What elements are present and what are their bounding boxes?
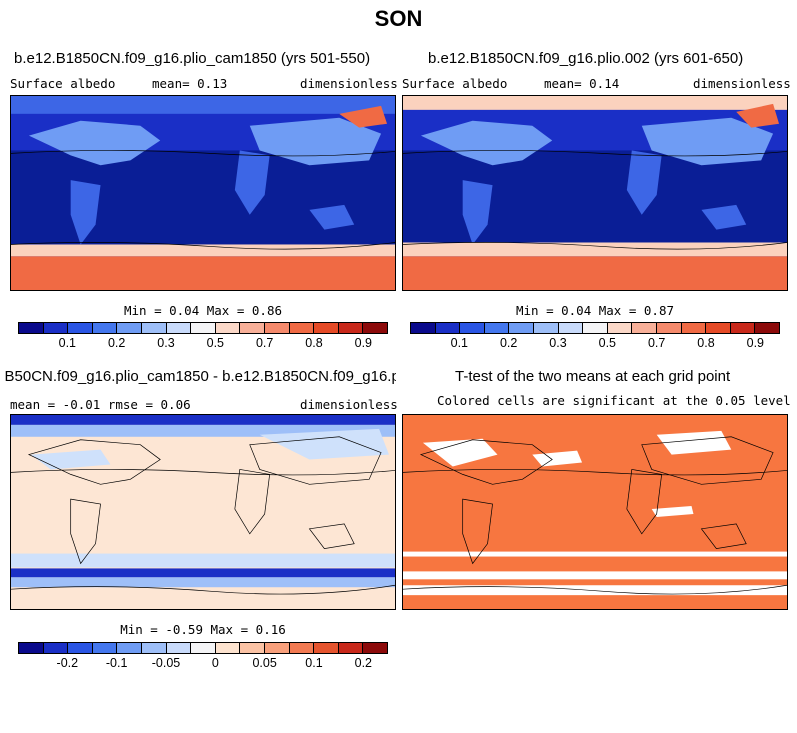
panel1-title: b.e12.B1850CN.f09_g16.plio_cam1850 (yrs …	[14, 50, 371, 67]
panel1-map	[10, 95, 396, 291]
colorbar-tick-label: 0.8	[305, 336, 323, 350]
colorbar-tick-label: -0.1	[105, 656, 128, 670]
colorbar-tick-label: 0.2	[354, 656, 373, 670]
panel3-title: B50CN.f09_g16.plio_cam1850 - b.e12.B1850…	[4, 368, 396, 385]
colorbar-cell	[92, 643, 118, 653]
panel3-colorbar-labels: -0.2 -0.1 -0.05 0 0.05 0.1 0.2	[18, 656, 388, 672]
colorbar-cell	[141, 643, 167, 653]
colorbar-tick-label: 0.3	[157, 336, 175, 350]
colorbar-cell	[583, 323, 608, 333]
colorbar-cell	[215, 643, 241, 653]
colorbar-tick-label: 0.9	[354, 336, 373, 350]
colorbar-cell	[706, 323, 731, 333]
panel1-colorbar	[18, 322, 388, 334]
colorbar-cell	[68, 643, 93, 653]
panel2-variable: Surface albedo	[402, 76, 508, 91]
colorbar-cell	[215, 323, 241, 333]
colorbar-cell	[435, 323, 461, 333]
colorbar-tick-label: 0.7	[255, 336, 274, 350]
colorbar-cell	[338, 643, 364, 653]
colorbar-cell	[656, 323, 682, 333]
colorbar-cell	[191, 323, 216, 333]
panel1-units: dimensionless	[300, 76, 398, 91]
colorbar-cell	[264, 643, 290, 653]
colorbar-cell	[509, 323, 534, 333]
panel3-title-clip: B50CN.f09_g16.plio_cam1850 - b.e12.B1850…	[0, 368, 396, 388]
colorbar-cell	[117, 323, 142, 333]
colorbar-tick-label: 0.9	[746, 336, 765, 350]
colorbar-cell	[264, 323, 290, 333]
panel3-minmax: Min = -0.59 Max = 0.16	[120, 622, 286, 637]
colorbar-cell	[166, 643, 192, 653]
colorbar-tick-label: 0	[211, 656, 219, 670]
colorbar-tick-label: -0.2	[56, 656, 79, 670]
colorbar-cell	[533, 323, 559, 333]
panel3-stats: mean = -0.01 rmse = 0.06	[10, 397, 191, 412]
colorbar-tick-label: 0.1	[305, 656, 323, 670]
panel4-subtitle: Colored cells are significant at the 0.0…	[437, 393, 791, 408]
colorbar-cell	[19, 643, 44, 653]
colorbar-cell	[166, 323, 192, 333]
colorbar-cell	[68, 323, 93, 333]
panel4-map-svg	[403, 415, 787, 609]
colorbar-tick-label: 0.2	[107, 336, 126, 350]
colorbar-cell	[191, 643, 216, 653]
colorbar-cell	[411, 323, 436, 333]
panel4-title: T-test of the two means at each grid poi…	[455, 368, 731, 385]
colorbar-tick-label: 0.8	[697, 336, 715, 350]
colorbar-cell	[755, 323, 779, 333]
colorbar-cell	[92, 323, 118, 333]
colorbar-cell	[117, 643, 142, 653]
colorbar-tick-label: 0.2	[499, 336, 518, 350]
panel2-title: b.e12.B1850CN.f09_g16.plio.002 (yrs 601-…	[428, 50, 744, 67]
colorbar-tick-label: 0.05	[252, 656, 277, 670]
panel1-mean: mean= 0.13	[152, 76, 228, 91]
colorbar-cell	[289, 643, 315, 653]
panel1-minmax: Min = 0.04 Max = 0.86	[123, 303, 283, 318]
panel3-colorbar	[18, 642, 388, 654]
colorbar-cell	[363, 643, 387, 653]
colorbar-cell	[730, 323, 756, 333]
colorbar-tick-label: 0.5	[206, 336, 225, 350]
colorbar-cell	[607, 323, 633, 333]
colorbar-cell	[314, 643, 339, 653]
panel2-mean: mean= 0.14	[544, 76, 620, 91]
colorbar-cell	[240, 323, 265, 333]
colorbar-tick-label: 0.7	[647, 336, 666, 350]
panel3-units: dimensionless	[300, 397, 398, 412]
panel1-variable: Surface albedo	[10, 76, 116, 91]
panel4-map	[402, 414, 788, 610]
colorbar-tick-label: 0.5	[598, 336, 617, 350]
colorbar-cell	[338, 323, 364, 333]
panel1-colorbar-labels: 0.1 0.2 0.3 0.5 0.7 0.8 0.9	[18, 336, 388, 352]
panel3-map	[10, 414, 396, 610]
colorbar-cell	[558, 323, 584, 333]
colorbar-cell	[43, 323, 69, 333]
panel2-map-svg	[403, 96, 787, 290]
colorbar-cell	[632, 323, 657, 333]
panel2-minmax: Min = 0.04 Max = 0.87	[515, 303, 675, 318]
colorbar-cell	[460, 323, 485, 333]
colorbar-cell	[289, 323, 315, 333]
panel1-map-svg	[11, 96, 395, 290]
colorbar-tick-label: -0.05	[151, 656, 181, 670]
panel2-colorbar-labels: 0.1 0.2 0.3 0.5 0.7 0.8 0.9	[410, 336, 780, 352]
panel2-colorbar	[410, 322, 780, 334]
colorbar-cell	[43, 643, 69, 653]
colorbar-cell	[314, 323, 339, 333]
panel2-map	[402, 95, 788, 291]
figure-title: SON	[374, 6, 423, 31]
panel3-map-svg	[11, 415, 395, 609]
panel2-units: dimensionless	[693, 76, 791, 91]
colorbar-cell	[19, 323, 44, 333]
colorbar-cell	[484, 323, 510, 333]
colorbar-cell	[681, 323, 707, 333]
colorbar-cell	[141, 323, 167, 333]
colorbar-tick-label: 0.1	[450, 336, 469, 350]
colorbar-tick-label: 0.3	[549, 336, 567, 350]
colorbar-cell	[240, 643, 265, 653]
colorbar-cell	[363, 323, 387, 333]
colorbar-tick-label: 0.1	[58, 336, 77, 350]
